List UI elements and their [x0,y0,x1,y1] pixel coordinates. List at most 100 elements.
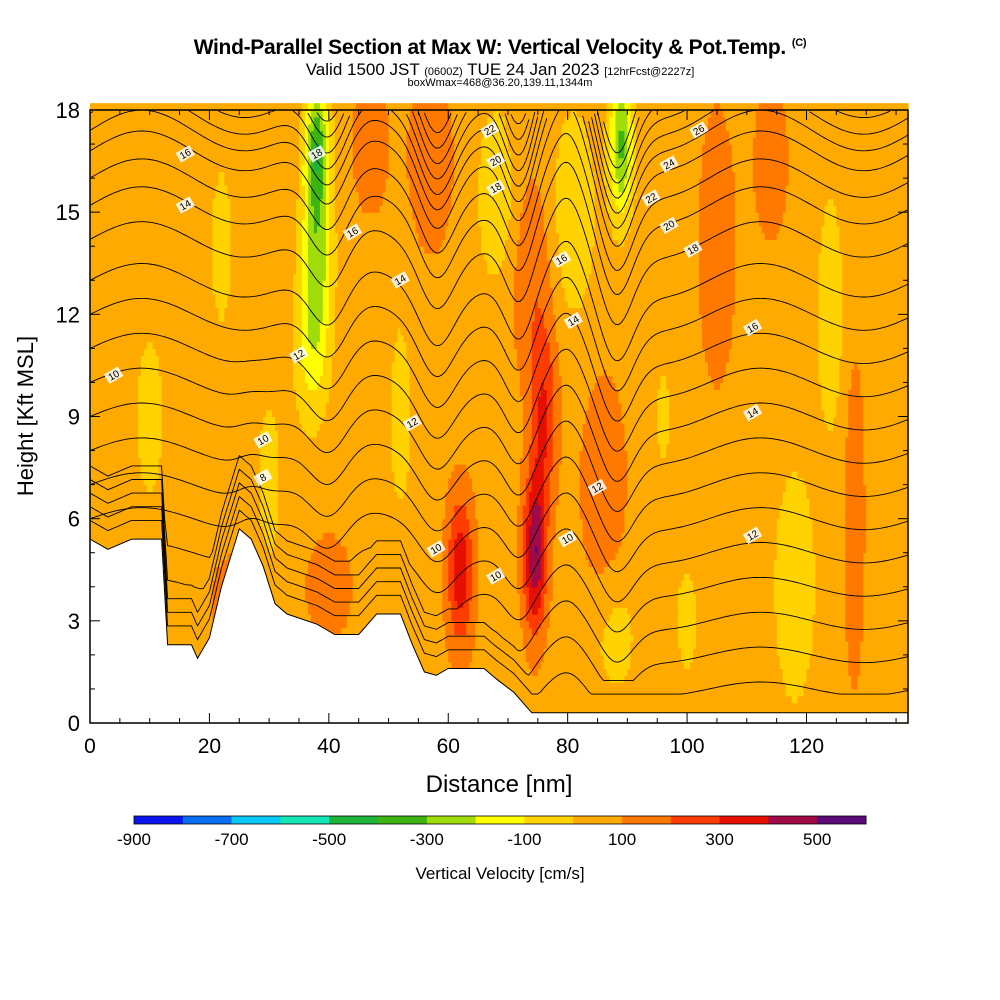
velocity-cell [149,396,154,404]
velocity-cell [134,430,139,438]
velocity-cell [143,273,148,281]
velocity-cell [113,259,118,268]
velocity-cell [155,123,160,132]
velocity-cell [224,218,228,227]
velocity-cell [218,280,222,288]
velocity-cell [173,212,178,220]
velocity-cell [227,157,231,166]
velocity-cell [92,157,97,166]
velocity-cell [110,246,115,254]
velocity-cell [230,164,234,172]
velocity-cell [200,423,205,431]
velocity-cell [221,191,225,200]
velocity-cell [224,396,228,404]
velocity-cell [131,511,136,520]
velocity-cell [140,457,145,465]
velocity-cell [191,225,196,234]
velocity-cell [95,532,100,540]
velocity-cell [137,464,142,472]
velocity-cell [104,375,109,384]
velocity-cell [191,389,196,397]
velocity-cell [233,144,237,152]
velocity-cell [125,484,130,493]
velocity-cell [107,498,112,506]
velocity-cell [230,470,234,479]
velocity-cell [134,232,139,241]
velocity-cell [125,246,130,254]
velocity-cell [191,457,196,465]
velocity-cell [194,103,199,111]
velocity-cell [131,389,136,397]
velocity-cell [230,368,234,377]
velocity-cell [176,505,181,513]
velocity-cell [98,443,103,452]
velocity-cell [131,232,136,241]
velocity-cell [245,212,249,220]
velocity-cell [167,293,172,302]
velocity-cell [149,416,154,424]
velocity-cell [209,239,214,247]
velocity-cell [119,239,124,247]
velocity-cell [113,246,118,254]
velocity-cell [230,505,234,513]
velocity-cell [206,396,211,404]
velocity-cell [206,505,211,513]
velocity-cell [161,280,166,288]
velocity-cell [167,130,172,138]
velocity-cell [110,430,115,438]
velocity-cell [137,416,142,424]
velocity-cell [233,321,237,329]
velocity-cell [242,307,246,315]
velocity-cell [140,239,145,247]
velocity-cell [143,266,148,275]
velocity-cell [92,341,97,349]
velocity-cell [90,150,94,159]
velocity-cell [128,300,133,309]
velocity-cell [158,327,163,336]
velocity-cell [158,491,163,499]
velocity-cell [179,389,184,397]
velocity-cell [203,314,208,322]
velocity-cell [92,355,97,363]
velocity-cell [173,307,178,315]
velocity-cell [236,191,240,200]
velocity-cell [170,300,175,309]
velocity-cell [146,477,151,486]
velocity-cell [90,396,94,404]
velocity-cell [101,246,106,254]
velocity-cell [107,518,112,527]
velocity-cell [236,321,240,329]
velocity-cell [161,362,166,370]
velocity-cell [146,205,151,213]
velocity-cell [134,103,139,111]
velocity-cell [143,457,148,465]
velocity-cell [200,430,205,438]
velocity-cell [188,225,193,234]
velocity-cell [131,307,136,315]
velocity-cell [125,232,130,241]
velocity-cell [233,164,237,172]
velocity-cell [134,362,139,370]
velocity-cell [113,416,118,424]
velocity-cell [113,184,118,193]
velocity-cell [185,389,190,397]
velocity-cell [194,607,199,615]
velocity-cell [245,232,249,241]
velocity-cell [206,259,211,268]
velocity-cell [128,321,133,329]
velocity-cell [143,300,148,309]
velocity-cell [203,498,208,506]
velocity-cell [131,280,136,288]
velocity-cell [239,362,243,370]
velocity-cell [206,184,211,193]
velocity-cell [110,409,115,418]
velocity-cell [188,559,193,567]
velocity-cell [149,498,154,506]
velocity-cell [149,123,154,132]
velocity-cell [110,396,115,404]
velocity-cell [140,511,145,520]
velocity-cell [161,477,166,486]
velocity-cell [188,362,193,370]
velocity-cell [176,416,181,424]
velocity-cell [218,511,222,520]
